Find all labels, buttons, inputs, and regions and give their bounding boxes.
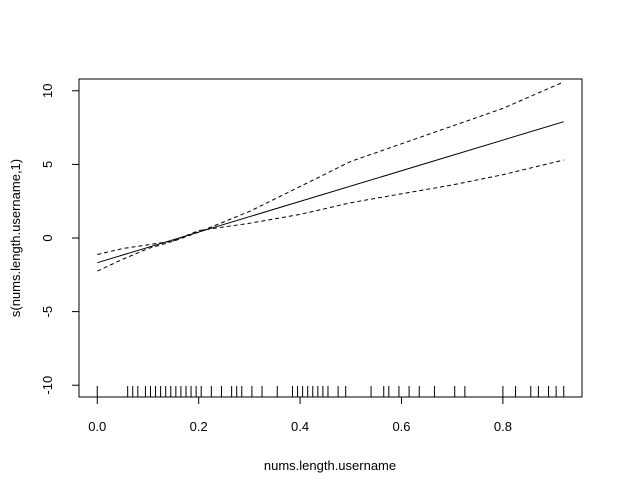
y-tick-label: 5: [40, 161, 55, 168]
x-axis: 0.0 0.2 0.4 0.6 0.8: [88, 396, 512, 434]
x-tick-label: 0.4: [291, 419, 309, 434]
y-axis-label: s(nums.length.username,1): [8, 159, 23, 317]
y-tick-label: 0: [40, 234, 55, 241]
smooth-fit-line: [97, 121, 564, 264]
y-axis: -10 -5 0 5 10: [40, 84, 80, 395]
y-tick-label: -5: [40, 306, 55, 318]
x-tick-label: 0.2: [190, 419, 208, 434]
rug-plot: [96, 386, 565, 397]
y-tick-label: -10: [40, 376, 55, 395]
x-axis-label: nums.length.username: [264, 458, 396, 473]
x-tick-label: 0.6: [392, 419, 410, 434]
x-tick-label: 0.0: [88, 419, 106, 434]
plot-frame: [78, 78, 583, 398]
x-tick-label: 0.8: [494, 419, 512, 434]
series-lines: [97, 81, 564, 272]
confidence-band-line: [97, 81, 564, 272]
confidence-band-line: [97, 159, 564, 255]
y-tick-label: 10: [40, 84, 55, 98]
